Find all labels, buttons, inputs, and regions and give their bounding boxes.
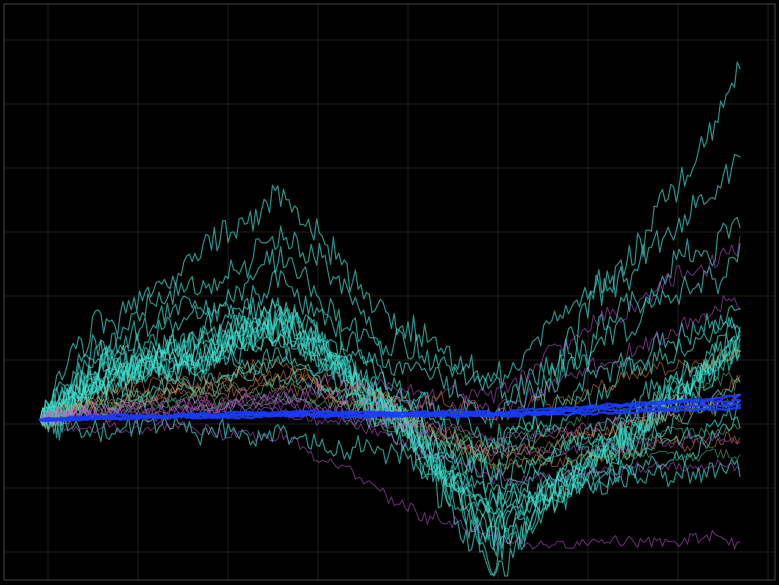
plot-frame	[3, 3, 776, 581]
series-line-cyan	[39, 153, 741, 424]
series-line-magenta	[39, 402, 741, 486]
series-line-magenta	[39, 399, 741, 457]
series-line-magenta	[39, 413, 741, 550]
series-line-cyan	[39, 216, 741, 425]
series-line-green	[39, 371, 741, 449]
series-line-cyan	[39, 404, 741, 514]
series-line-blue	[38, 406, 742, 423]
series-line-cyan	[39, 313, 741, 542]
series-line-magenta	[39, 295, 741, 422]
series-line-green	[39, 395, 741, 470]
grid	[4, 4, 775, 580]
series-group	[38, 61, 742, 577]
series-line-magenta	[39, 236, 741, 423]
series-line-cyan	[39, 243, 741, 429]
